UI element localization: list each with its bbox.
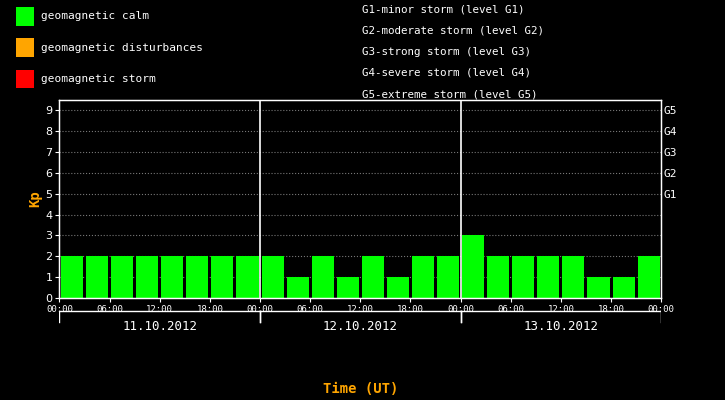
FancyBboxPatch shape [16, 7, 34, 26]
Bar [487, 256, 509, 298]
Text: G3-strong storm (level G3): G3-strong storm (level G3) [362, 47, 531, 57]
Bar [312, 256, 334, 298]
Text: 11.10.2012: 11.10.2012 [123, 320, 197, 333]
Text: G2-moderate storm (level G2): G2-moderate storm (level G2) [362, 25, 544, 35]
Text: 13.10.2012: 13.10.2012 [523, 320, 598, 333]
Text: geomagnetic disturbances: geomagnetic disturbances [41, 43, 202, 53]
FancyBboxPatch shape [16, 38, 34, 57]
FancyBboxPatch shape [16, 70, 34, 88]
Text: G5-extreme storm (level G5): G5-extreme storm (level G5) [362, 89, 538, 99]
Text: G1-minor storm (level G1): G1-minor storm (level G1) [362, 4, 525, 14]
Bar [336, 277, 359, 298]
Text: G4-severe storm (level G4): G4-severe storm (level G4) [362, 68, 531, 78]
Bar [513, 256, 534, 298]
Bar [136, 256, 158, 298]
Bar [537, 256, 560, 298]
Bar [613, 277, 634, 298]
Bar [236, 256, 259, 298]
Bar [462, 236, 484, 298]
Bar [412, 256, 434, 298]
Bar [362, 256, 384, 298]
Bar [587, 277, 610, 298]
Text: geomagnetic calm: geomagnetic calm [41, 12, 149, 22]
Bar [212, 256, 233, 298]
Bar [637, 256, 660, 298]
Bar [111, 256, 133, 298]
Text: 12.10.2012: 12.10.2012 [323, 320, 398, 333]
Text: geomagnetic storm: geomagnetic storm [41, 74, 155, 84]
Bar [61, 256, 83, 298]
Y-axis label: Kp: Kp [28, 191, 43, 207]
Bar [186, 256, 208, 298]
Text: Time (UT): Time (UT) [323, 382, 398, 396]
Bar [86, 256, 108, 298]
Bar [437, 256, 459, 298]
Bar [286, 277, 309, 298]
Bar [262, 256, 283, 298]
Bar [387, 277, 409, 298]
Bar [161, 256, 183, 298]
Bar [563, 256, 584, 298]
